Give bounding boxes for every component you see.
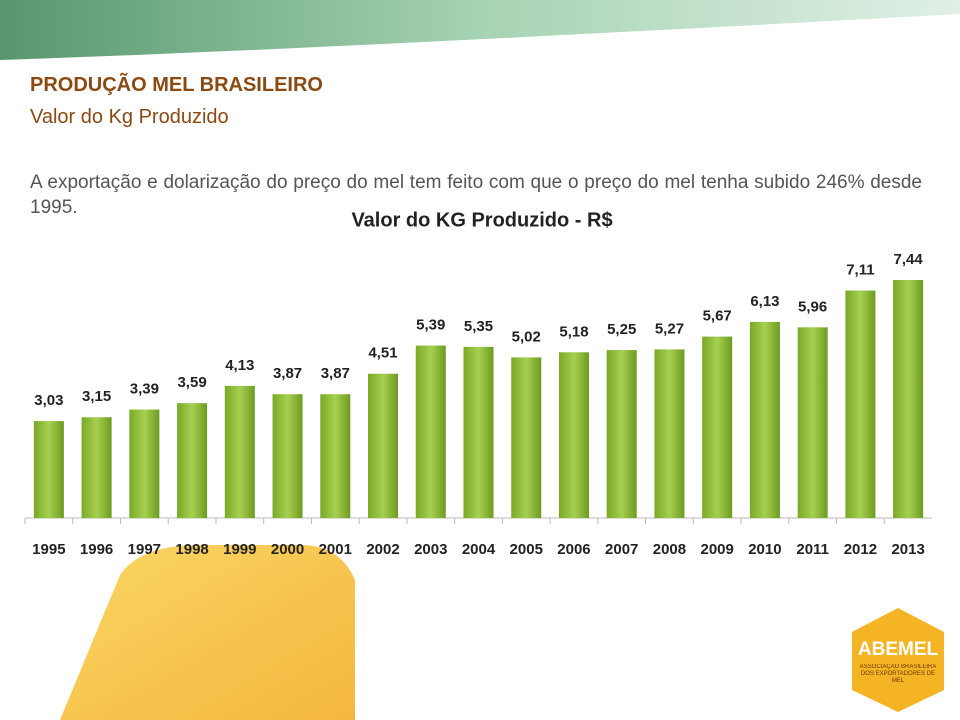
logo-name: ABEMEL — [858, 639, 939, 660]
value-label: 3,39 — [130, 381, 159, 398]
bar — [224, 385, 255, 518]
value-label: 5,02 — [512, 328, 541, 345]
x-tick-label: 2005 — [510, 541, 543, 558]
x-tick-label: 1995 — [32, 541, 65, 558]
bar — [558, 352, 589, 518]
bar — [749, 321, 780, 518]
x-tick-label: 2000 — [271, 541, 304, 558]
bar — [320, 394, 351, 518]
bar — [81, 417, 112, 518]
x-tick-label: 2004 — [462, 541, 496, 558]
honey-shape — [60, 545, 355, 720]
x-tick-label: 2001 — [319, 541, 352, 558]
bar — [702, 336, 733, 518]
value-label: 3,87 — [321, 365, 350, 382]
value-label: 5,27 — [655, 320, 684, 337]
x-tick-label: 2007 — [605, 541, 638, 558]
x-tick-label: 2013 — [891, 541, 924, 558]
slide-subtitle: Valor do Kg Produzido — [30, 106, 229, 128]
value-label: 6,13 — [750, 293, 779, 310]
bar — [606, 350, 637, 518]
x-tick-label: 2003 — [414, 541, 447, 558]
bar — [654, 349, 685, 518]
value-label: 5,25 — [607, 321, 636, 338]
chart-title: Valor do KG Produzido - R$ — [351, 209, 612, 231]
value-label: 5,35 — [464, 318, 493, 335]
x-tick-label: 1999 — [223, 541, 256, 558]
value-label: 3,59 — [177, 374, 206, 391]
logo-text: ASSOCIAÇÃO BRASILEIRA DOS EXPORTADORES D… — [859, 664, 937, 684]
value-label: 7,11 — [846, 262, 874, 279]
x-tick-label: 2011 — [796, 541, 829, 558]
x-tick-label: 2008 — [653, 541, 686, 558]
x-tick-label: 1998 — [175, 541, 208, 558]
x-tick-label: 2012 — [844, 541, 877, 558]
bar — [33, 421, 64, 518]
value-label: 5,39 — [416, 317, 445, 334]
x-tick-label: 1996 — [80, 541, 113, 558]
bar — [129, 409, 160, 518]
bar — [463, 346, 494, 518]
x-tick-label: 2010 — [748, 541, 781, 558]
value-label: 4,51 — [368, 345, 397, 362]
bar — [511, 357, 542, 518]
value-label: 3,03 — [34, 392, 63, 409]
value-label: 5,96 — [798, 298, 827, 315]
bar — [415, 345, 446, 518]
value-label: 3,87 — [273, 365, 302, 382]
bar — [272, 394, 303, 518]
value-label: 4,13 — [225, 357, 254, 374]
x-tick-label: 2006 — [557, 541, 590, 558]
bar — [797, 327, 828, 518]
x-tick-label: 1997 — [128, 541, 161, 558]
slide-title: PRODUÇÃO MEL BRASILEIRO — [30, 74, 323, 96]
bar — [845, 290, 876, 518]
bar — [177, 403, 208, 518]
bar — [368, 373, 399, 518]
logo-hex — [852, 608, 944, 712]
header-swoosh — [0, 0, 960, 60]
bar — [893, 280, 924, 518]
value-label: 7,44 — [894, 251, 924, 268]
value-label: 3,15 — [82, 388, 111, 405]
value-label: 5,18 — [559, 323, 588, 340]
value-label: 5,67 — [703, 308, 732, 325]
body-text: A exportação e dolarização do preço do m… — [30, 172, 922, 218]
x-tick-label: 2009 — [700, 541, 733, 558]
x-tick-label: 2002 — [366, 541, 399, 558]
